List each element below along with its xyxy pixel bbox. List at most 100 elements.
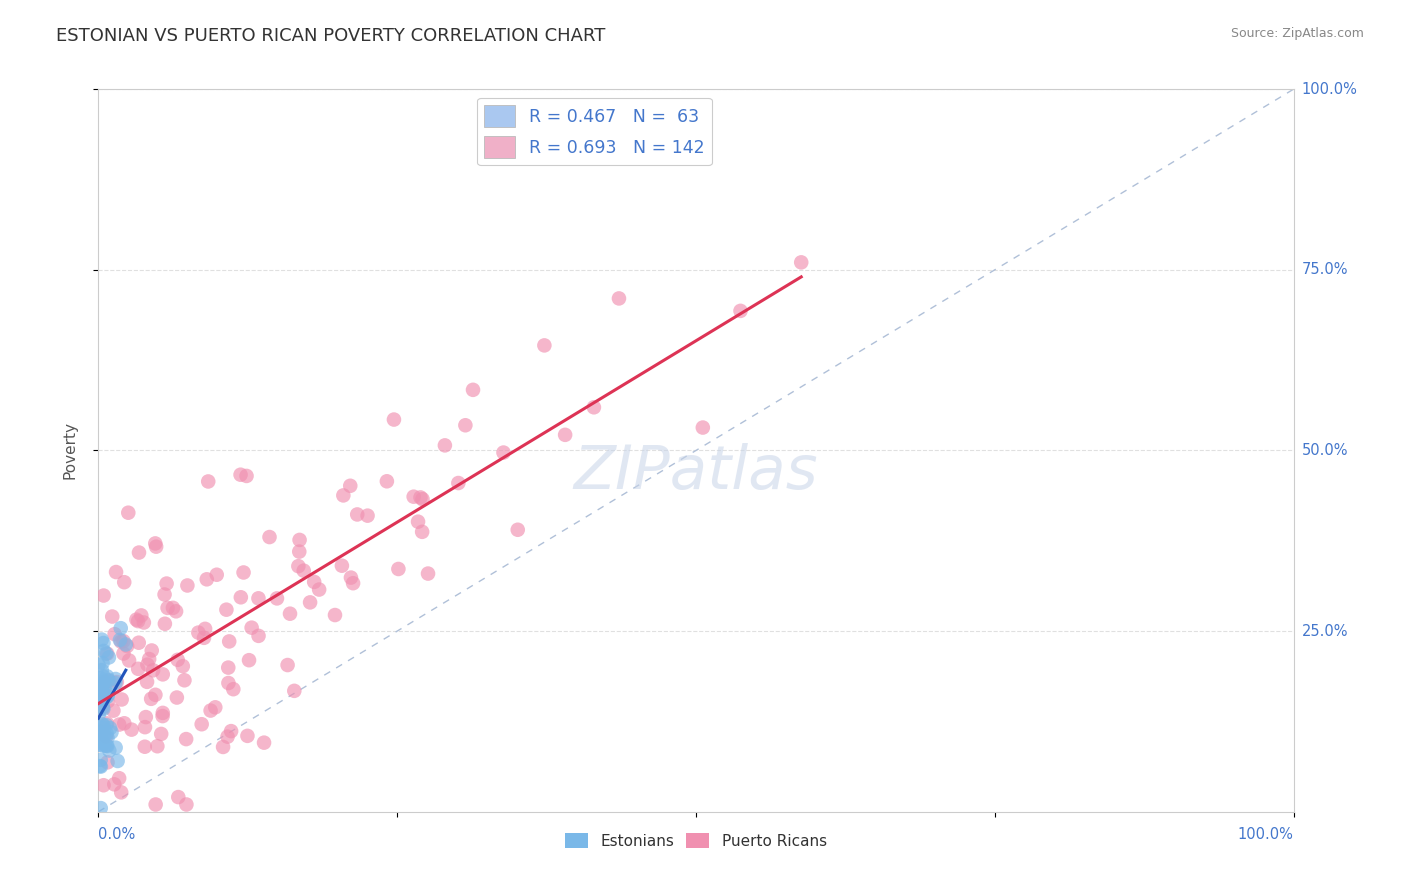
Point	[222, 682, 245, 697]
Point	[90, 759, 112, 773]
Point	[330, 558, 353, 573]
Text: 100.0%: 100.0%	[1237, 828, 1294, 843]
Point	[93, 739, 115, 753]
Point	[93, 778, 115, 792]
Point	[96, 669, 118, 683]
Point	[89, 685, 111, 699]
Point	[100, 725, 122, 739]
Text: 25.0%: 25.0%	[1302, 624, 1348, 639]
Point	[375, 475, 398, 489]
Point	[145, 797, 167, 812]
Point	[90, 691, 112, 706]
Text: 0.0%: 0.0%	[98, 828, 135, 843]
Point	[155, 576, 177, 591]
Point	[308, 582, 330, 597]
Point	[240, 621, 263, 635]
Point	[131, 608, 153, 623]
Point	[90, 732, 112, 747]
Point	[89, 671, 111, 685]
Point	[98, 673, 121, 688]
Point	[217, 730, 239, 744]
Point	[790, 255, 813, 269]
Point	[145, 540, 167, 554]
Point	[447, 476, 470, 491]
Point	[204, 700, 226, 714]
Point	[277, 658, 299, 673]
Point	[93, 674, 115, 689]
Point	[91, 684, 114, 698]
Point	[411, 524, 433, 539]
Point	[299, 595, 322, 609]
Point	[382, 412, 405, 426]
Point	[200, 704, 222, 718]
Text: ZIPatlas: ZIPatlas	[574, 442, 818, 501]
Point	[87, 735, 110, 749]
Point	[96, 726, 118, 740]
Point	[607, 292, 630, 306]
Point	[96, 731, 118, 745]
Point	[332, 488, 354, 502]
Point	[94, 647, 117, 661]
Point	[87, 725, 110, 739]
Point	[91, 701, 114, 715]
Point	[94, 690, 117, 705]
Point	[110, 785, 132, 799]
Point	[96, 739, 118, 753]
Point	[104, 672, 127, 686]
Point	[287, 559, 309, 574]
Point	[205, 567, 228, 582]
Point	[146, 739, 169, 754]
Text: 75.0%: 75.0%	[1302, 262, 1348, 277]
Point	[96, 756, 118, 770]
Point	[97, 689, 120, 703]
Point	[387, 562, 409, 576]
Point	[134, 720, 156, 734]
Point	[91, 685, 114, 699]
Point	[165, 604, 187, 618]
Point	[416, 566, 439, 581]
Point	[152, 709, 174, 723]
Point	[409, 491, 432, 505]
Point	[141, 691, 163, 706]
Point	[98, 743, 121, 757]
Point	[187, 625, 209, 640]
Point	[173, 673, 195, 688]
Point	[108, 771, 131, 785]
Point	[91, 689, 114, 703]
Point	[145, 688, 167, 702]
Point	[104, 740, 127, 755]
Point	[91, 675, 114, 690]
Point	[454, 418, 477, 433]
Point	[90, 693, 112, 707]
Point	[125, 613, 148, 627]
Point	[554, 427, 576, 442]
Point	[582, 401, 605, 415]
Point	[153, 616, 176, 631]
Point	[193, 631, 215, 645]
Point	[143, 536, 166, 550]
Point	[166, 690, 188, 705]
Point	[96, 739, 118, 753]
Point	[236, 729, 259, 743]
Point	[96, 730, 118, 744]
Point	[152, 667, 174, 681]
Point	[492, 445, 515, 459]
Point	[91, 721, 114, 735]
Point	[136, 674, 159, 689]
Point	[112, 634, 135, 648]
Point	[93, 589, 115, 603]
Point	[89, 680, 111, 694]
Point	[247, 591, 270, 606]
Point	[91, 656, 114, 670]
Point	[195, 572, 218, 586]
Point	[93, 644, 115, 658]
Point	[94, 681, 117, 695]
Point	[402, 490, 425, 504]
Point	[98, 721, 121, 735]
Point	[150, 727, 173, 741]
Point	[219, 724, 242, 739]
Point	[292, 564, 315, 578]
Point	[247, 629, 270, 643]
Text: ESTONIAN VS PUERTO RICAN POVERTY CORRELATION CHART: ESTONIAN VS PUERTO RICAN POVERTY CORRELA…	[56, 27, 606, 45]
Point	[101, 609, 124, 624]
